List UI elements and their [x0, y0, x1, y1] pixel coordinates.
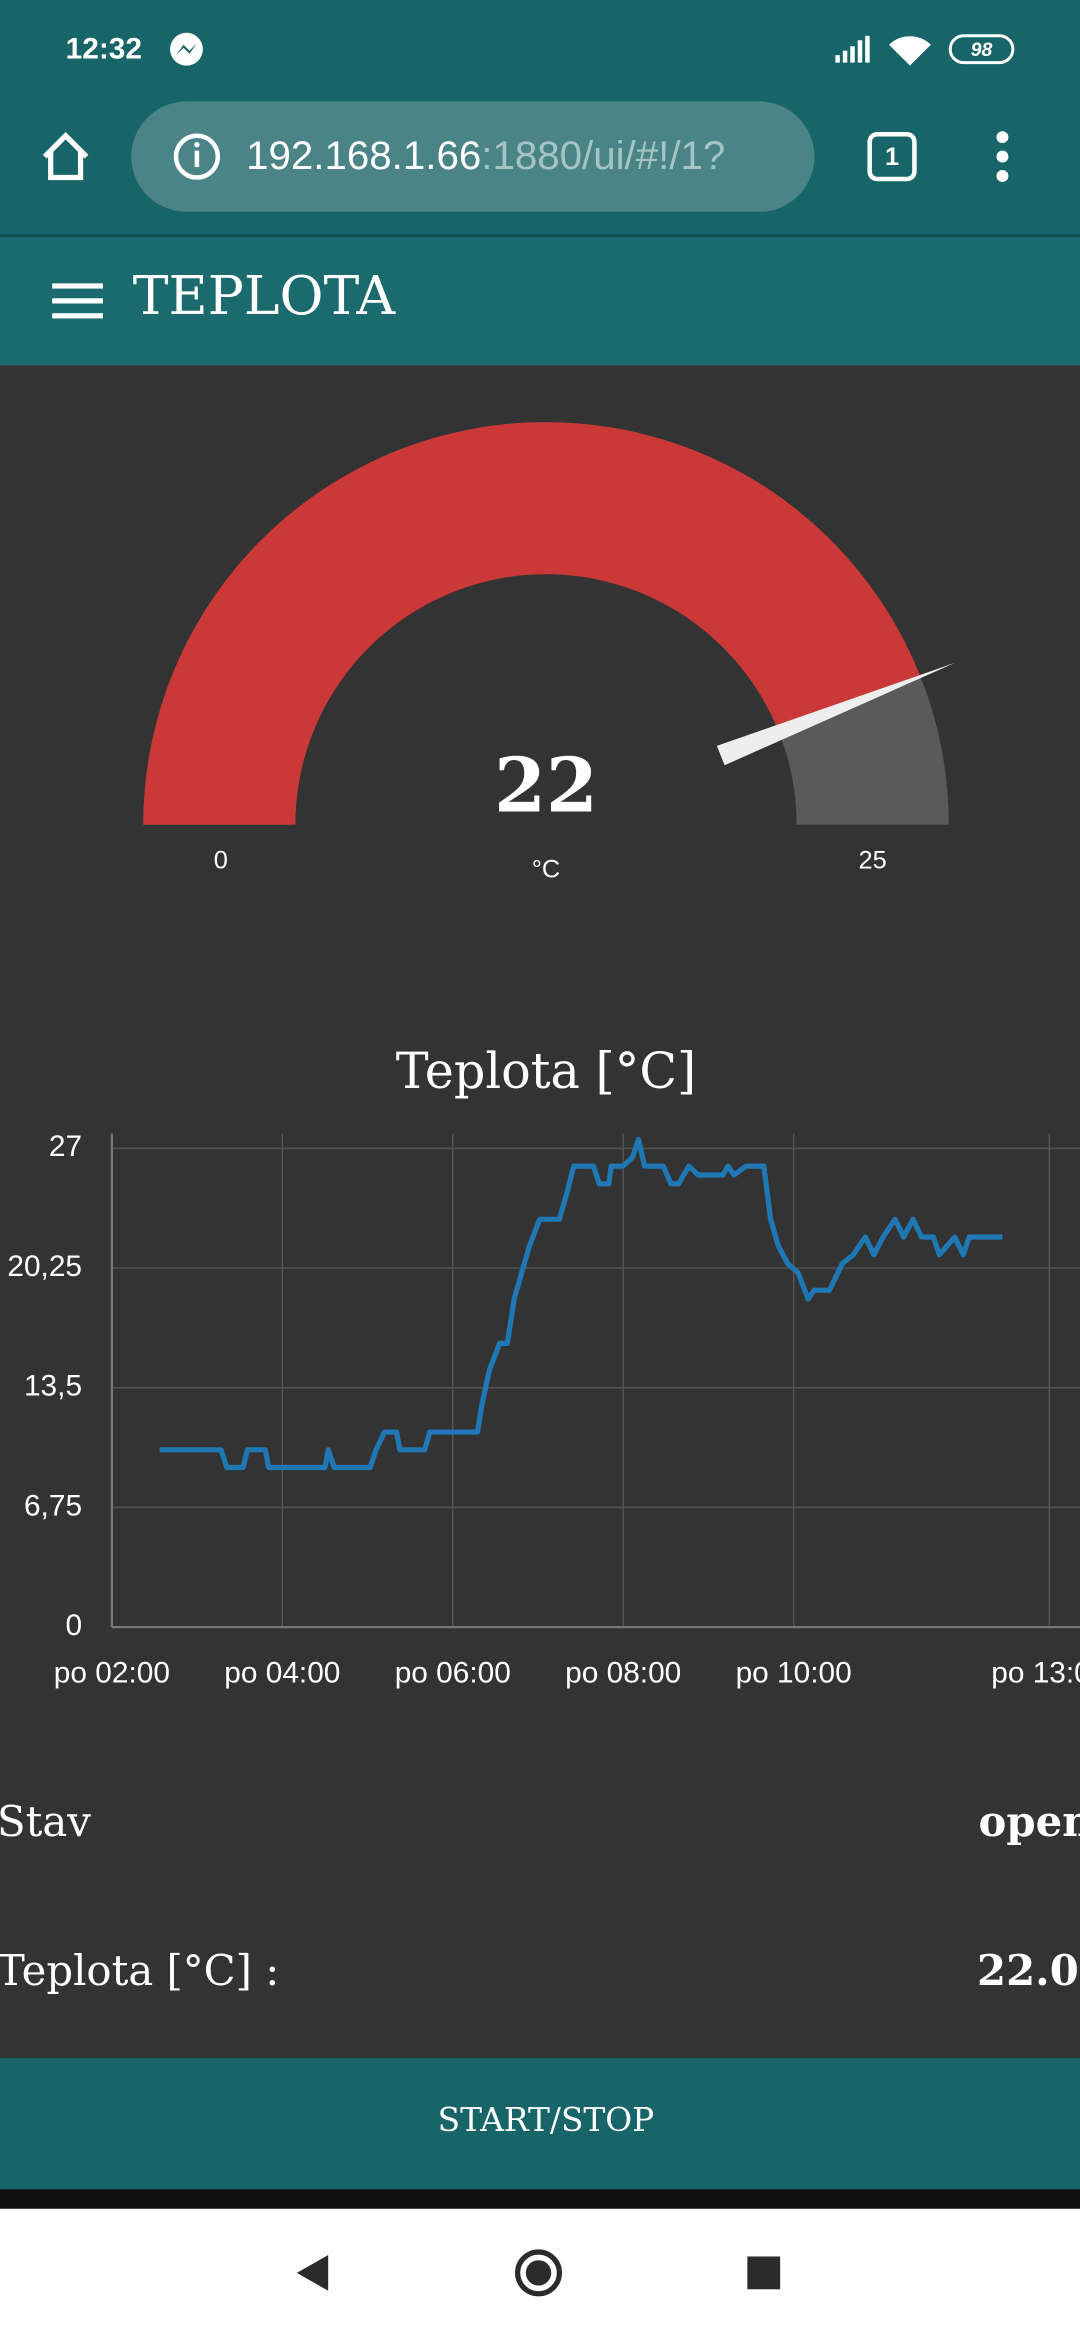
row-label: Stav	[0, 1797, 91, 1846]
row-value: open	[979, 1797, 1080, 1846]
tabs-button[interactable]	[867, 131, 917, 182]
gauge-value: 22	[494, 741, 598, 829]
gauge-min: 0	[214, 847, 228, 875]
x-tick-label: po 10:00	[736, 1657, 852, 1690]
home-button[interactable]	[42, 132, 89, 181]
y-tick-label: 13,5	[24, 1370, 82, 1403]
bottom-divider	[0, 2189, 1080, 2209]
status-time: 12:32	[66, 33, 142, 66]
header-divider	[0, 234, 1080, 238]
x-tick-label: po 02:00	[54, 1657, 170, 1690]
gauge-needle	[716, 662, 956, 766]
row-label: Teplota [°C] :	[0, 1946, 279, 1995]
app-header	[0, 234, 1080, 366]
info-icon-bar	[194, 150, 200, 168]
app-title: TEPLOTA	[133, 264, 397, 327]
tab-count: 1	[885, 143, 899, 171]
gauge-unit: °C	[532, 856, 560, 884]
hamburger-menu[interactable]	[52, 283, 103, 319]
gauge-max: 25	[859, 847, 887, 875]
url-path: :1880/ui/#!/1?	[481, 133, 725, 178]
start-stop-button[interactable]	[0, 2058, 1080, 2190]
line-chart: 0 6,75 13,5 20,25 27 po 02:00 po 04:00 po 06:00…	[7, 1130, 1080, 1690]
y-tick-label: 6,75	[24, 1489, 82, 1522]
nav-back[interactable]	[296, 2254, 329, 2291]
url-text[interactable]: 192.168.1.66:1880/ui/#!/1?	[246, 133, 725, 178]
gauge-track	[778, 676, 949, 825]
nav-recents[interactable]	[747, 2256, 781, 2290]
x-tick-label: po 04:00	[224, 1657, 340, 1690]
battery-icon	[948, 34, 1015, 65]
y-tick-label: 20,25	[7, 1250, 82, 1283]
info-icon-dot	[194, 141, 200, 148]
chart-title: Teplota [°C]	[396, 1042, 697, 1100]
x-tick-label: po 06:00	[395, 1657, 511, 1690]
url-bar[interactable]	[131, 101, 815, 212]
button-label: START/STOP	[438, 2101, 655, 2139]
row-value: 22.00	[977, 1946, 1080, 1995]
line-series	[159, 1136, 1003, 1471]
info-icon[interactable]	[173, 133, 221, 180]
y-tick-label: 0	[65, 1609, 82, 1642]
gauge-fill	[143, 422, 921, 825]
gauge	[143, 422, 956, 825]
x-tick-label: po 08:00	[565, 1657, 681, 1690]
messenger-bolt	[176, 43, 197, 56]
wifi-icon	[889, 36, 931, 66]
x-tick-label: po 13:00	[991, 1657, 1080, 1690]
menu-button[interactable]	[996, 131, 1009, 182]
nav-home-dot	[525, 2260, 552, 2286]
battery-level: 98	[971, 39, 993, 61]
signal-icon	[835, 35, 870, 63]
y-tick-label: 27	[49, 1130, 82, 1163]
nav-home[interactable]	[515, 2249, 563, 2297]
url-host: 192.168.1.66	[246, 133, 481, 178]
